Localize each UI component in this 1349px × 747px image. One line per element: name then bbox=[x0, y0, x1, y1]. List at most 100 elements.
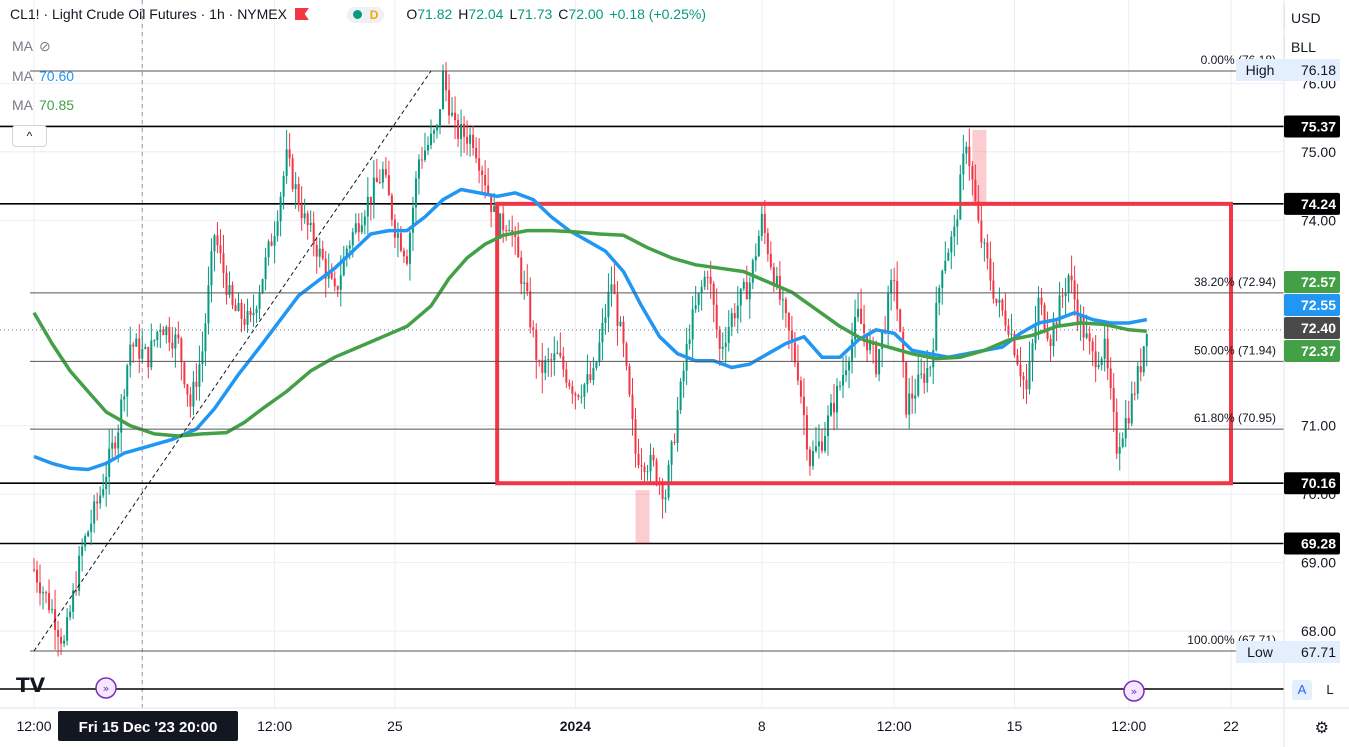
ma-label: MA bbox=[12, 97, 33, 113]
extreme-tag: Low bbox=[1247, 644, 1274, 660]
candle-body bbox=[887, 293, 890, 331]
symbol-title[interactable]: CL1! · Light Crude Oil Futures · 1h · NY… bbox=[10, 6, 287, 22]
candle-body bbox=[1091, 341, 1094, 352]
auto-scale-button[interactable]: A bbox=[1292, 680, 1312, 700]
range-box bbox=[495, 201, 1233, 486]
ma-row[interactable]: MA 70.85 bbox=[12, 97, 74, 113]
candle-body bbox=[589, 374, 592, 381]
candle-body bbox=[586, 374, 589, 385]
candle-body bbox=[1043, 304, 1046, 330]
candle-body bbox=[637, 453, 640, 466]
candle-body bbox=[902, 331, 905, 363]
ma-row[interactable]: MA 70.60 bbox=[12, 68, 74, 84]
candle-body bbox=[965, 146, 968, 154]
x-tick-label: 12:00 bbox=[16, 718, 51, 734]
candle-body bbox=[1097, 364, 1100, 368]
session-pill[interactable]: D bbox=[346, 7, 385, 23]
candle-body bbox=[484, 174, 487, 186]
candle-body bbox=[1136, 366, 1139, 394]
level-price-label: 75.37 bbox=[1301, 118, 1336, 134]
candle-body bbox=[826, 415, 829, 437]
candle-body bbox=[1073, 280, 1076, 300]
candle-body bbox=[625, 343, 628, 367]
candle-body bbox=[273, 236, 276, 246]
candle-body bbox=[189, 394, 192, 407]
candle-body bbox=[460, 123, 463, 139]
candle-body bbox=[291, 158, 294, 190]
candle-body bbox=[631, 394, 634, 420]
candle-body bbox=[998, 299, 1001, 303]
price-tag bbox=[1284, 271, 1340, 293]
candle-body bbox=[396, 233, 399, 238]
candle-body bbox=[156, 331, 159, 341]
candle-body bbox=[439, 109, 442, 126]
candle-body bbox=[399, 233, 402, 251]
candle-body bbox=[875, 344, 878, 375]
candle-body bbox=[1100, 358, 1103, 365]
candle-body bbox=[207, 285, 210, 324]
unit-button[interactable]: BLL bbox=[1284, 35, 1341, 59]
candle-body bbox=[475, 147, 478, 159]
candle-body bbox=[363, 216, 366, 226]
candle-body bbox=[652, 454, 655, 461]
candle-body bbox=[84, 536, 87, 547]
candle-body bbox=[574, 393, 577, 396]
candle-body bbox=[481, 170, 484, 175]
candle-body bbox=[502, 213, 505, 231]
candle-body bbox=[33, 569, 35, 571]
x-tick-label: 22 bbox=[1223, 718, 1239, 734]
candle-body bbox=[796, 362, 799, 381]
candle-body bbox=[995, 298, 998, 303]
settings-icon[interactable]: ⚙ bbox=[1314, 720, 1329, 737]
candle-body bbox=[478, 158, 481, 171]
y-tick-label: 71.00 bbox=[1301, 418, 1336, 434]
candle-body bbox=[1061, 295, 1064, 297]
candle-body bbox=[451, 112, 454, 116]
candle-body bbox=[1082, 315, 1085, 338]
currency-button[interactable]: USD bbox=[1284, 6, 1341, 30]
candle-body bbox=[129, 344, 132, 366]
candle-body bbox=[941, 270, 944, 288]
candle-body bbox=[111, 442, 114, 449]
candle-body bbox=[144, 347, 147, 349]
candle-body bbox=[616, 294, 619, 326]
candle-body bbox=[983, 242, 986, 244]
candle-body bbox=[1103, 338, 1106, 359]
candle-body bbox=[839, 385, 842, 387]
candle-body bbox=[944, 260, 947, 271]
candle-body bbox=[466, 136, 469, 144]
candle-body bbox=[360, 225, 363, 233]
candle-body bbox=[375, 177, 378, 183]
candle-body bbox=[1085, 333, 1088, 338]
ohlc-key: C bbox=[558, 6, 569, 22]
candle-body bbox=[950, 236, 953, 253]
candle-body bbox=[1025, 379, 1028, 390]
candle-body bbox=[787, 313, 790, 331]
collapse-indicators-button[interactable]: ^ bbox=[12, 125, 47, 147]
candle-body bbox=[691, 309, 694, 340]
candle-body bbox=[174, 334, 177, 349]
candle-body bbox=[99, 495, 102, 504]
candle-body bbox=[57, 629, 60, 637]
fib-label: 50.00% (71.94) bbox=[1194, 343, 1276, 357]
candle-body bbox=[718, 329, 721, 349]
extreme-tag-bg bbox=[1236, 641, 1284, 663]
candle-body bbox=[848, 361, 851, 371]
candle-body bbox=[102, 489, 105, 496]
candle-body bbox=[69, 611, 72, 618]
log-scale-button[interactable]: L bbox=[1326, 682, 1334, 697]
ma-row[interactable]: MA ⊘ bbox=[12, 38, 51, 55]
level-price-box bbox=[1284, 192, 1340, 215]
x-tick-label: 12:00 bbox=[1111, 718, 1146, 734]
candle-body bbox=[120, 399, 123, 433]
ohlc-value: +0.18 (+0.25%) bbox=[609, 6, 706, 22]
flag-icon[interactable] bbox=[294, 8, 309, 20]
ma-slow-line bbox=[32, 228, 1147, 438]
ohlc-value: 71.73 bbox=[517, 6, 553, 22]
candle-body bbox=[126, 365, 129, 397]
candle-body bbox=[706, 276, 709, 278]
candle-body bbox=[411, 207, 414, 233]
hidden-eye-icon[interactable]: ⊘ bbox=[39, 38, 51, 54]
